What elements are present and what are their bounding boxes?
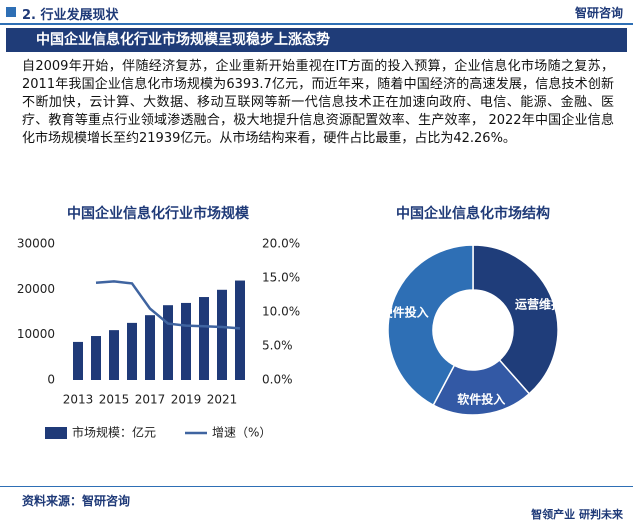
x-tick-label: 2015 xyxy=(99,393,130,407)
paragraph: 自2009年开始，伴随经济复苏，企业重新开始重视在IT方面的投入预算，企业信息化… xyxy=(22,59,614,146)
x-tick-label: 2017 xyxy=(135,393,166,407)
slice-label: 软件投入 xyxy=(457,392,505,407)
bar xyxy=(127,322,137,380)
legend-label: 增速（%） xyxy=(212,426,271,440)
y2-tick-label: 20.0% xyxy=(262,237,300,251)
y-tick-label: 10000 xyxy=(17,327,55,341)
y2-tick-label: 10.0% xyxy=(262,305,300,319)
bar xyxy=(163,305,173,380)
y2-tick-label: 0.0% xyxy=(262,373,293,387)
y-tick-label: 0 xyxy=(47,373,55,387)
y2-tick-label: 15.0% xyxy=(262,271,300,285)
y-tick-label: 20000 xyxy=(17,282,55,296)
growth-line xyxy=(95,280,241,330)
chart-title: 中国企业信息化行业市场规模 xyxy=(67,205,250,222)
legend-label: 市场规模：亿元 xyxy=(72,425,156,440)
bar xyxy=(109,330,119,380)
x-tick-label: 2021 xyxy=(207,393,238,407)
x-tick-label: 2013 xyxy=(63,393,94,407)
pie-slice xyxy=(387,244,474,407)
bar xyxy=(217,289,227,380)
y2-tick-label: 5.0% xyxy=(262,339,293,353)
footer: 智领产业 研判未来 xyxy=(531,508,623,521)
chart-title: 中国企业信息化市场结构 xyxy=(396,205,550,222)
bar xyxy=(145,315,155,380)
title-bar: 中国企业信息化行业市场规模呈现稳步上涨态势 xyxy=(6,28,627,52)
bar xyxy=(181,302,191,380)
pie-slice xyxy=(472,244,559,395)
footer-rule xyxy=(0,486,633,487)
source: 资料来源：智研咨询 xyxy=(22,494,131,508)
y-tick-label: 30000 xyxy=(17,237,55,251)
charts: 中国企业信息化行业市场规模 0 10000 20000 30000 0.0% 5.0% 10.… xyxy=(17,205,563,440)
bar xyxy=(235,280,245,380)
bar xyxy=(199,297,209,380)
slice-label: 运营维护 xyxy=(515,297,563,312)
logo: 智研咨询 xyxy=(574,6,623,20)
slice-label: 硬件投入 xyxy=(381,305,429,320)
header-rule xyxy=(0,23,633,25)
x-tick-label: 2019 xyxy=(171,393,202,407)
section-icon xyxy=(6,7,16,17)
section-label: 2. 行业发展现状 xyxy=(22,8,119,23)
bar xyxy=(91,336,101,380)
legend-swatch xyxy=(45,427,67,439)
bar xyxy=(73,341,83,380)
